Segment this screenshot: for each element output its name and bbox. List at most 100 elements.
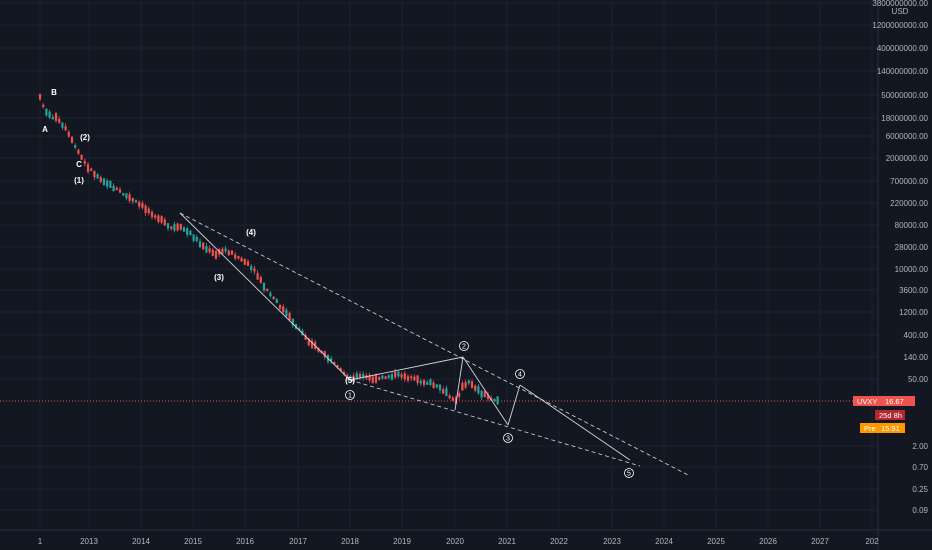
candle-body — [483, 391, 486, 398]
last-price-value: 16.67 — [885, 397, 904, 406]
wave-primary-label: (5) — [345, 376, 355, 385]
last-price-badge — [853, 396, 915, 406]
candle-body — [474, 385, 477, 391]
y-tick-label: 0.25 — [912, 485, 928, 494]
candle-body — [307, 338, 310, 346]
candle-body — [269, 292, 272, 297]
candle-body — [109, 180, 112, 188]
candle-body — [358, 374, 362, 378]
prev-close-value: 15.91 — [881, 424, 900, 433]
candle-body — [342, 372, 346, 375]
candle-body — [349, 376, 352, 379]
candle-body — [74, 145, 77, 148]
candle-body — [419, 380, 422, 384]
candle-body — [397, 371, 400, 377]
candle-body — [240, 257, 243, 262]
candle-body — [42, 104, 45, 108]
candle-body — [166, 223, 170, 229]
candle-body — [429, 379, 432, 385]
wave-line — [519, 384, 631, 461]
candle-body — [445, 388, 448, 397]
candle-body — [70, 136, 74, 143]
candle-body — [131, 197, 134, 202]
wave-primary-label: (3) — [214, 273, 224, 282]
y-tick-label: 10000.00 — [895, 265, 929, 274]
wave-line — [454, 356, 464, 411]
candle-body — [323, 351, 326, 357]
y-tick-label: 50.00 — [908, 375, 929, 384]
candle-body — [304, 335, 307, 340]
candle-body — [230, 250, 234, 255]
candle-body — [182, 227, 186, 232]
candle-body — [416, 375, 419, 384]
wave-circle-marker — [459, 341, 469, 351]
candle-body — [234, 254, 237, 259]
candle-body — [317, 347, 320, 352]
elliott-wave-labels: A B C (1) (2) (3) (4) (5) 1 2 3 4 5 — [42, 88, 634, 478]
y-tick-label: 700000.00 — [890, 177, 928, 186]
candle-body — [330, 358, 333, 362]
candle-body — [362, 373, 365, 378]
x-tick-label: 2018 — [341, 537, 359, 546]
candle-body — [160, 216, 163, 223]
candle-body — [64, 126, 67, 131]
wave-line — [507, 384, 521, 426]
candle-body — [154, 215, 157, 218]
x-tick-label: 2016 — [236, 537, 254, 546]
candle-body — [250, 266, 253, 270]
y-tick-label: 0.70 — [912, 463, 928, 472]
candle-body — [115, 187, 118, 191]
candle-body — [262, 282, 266, 291]
candle-body — [51, 116, 54, 120]
prev-close-badge — [860, 423, 905, 433]
wave-circle-marker — [515, 369, 525, 379]
y-tick-label: 220000.00 — [890, 199, 928, 208]
candle-body — [390, 374, 394, 380]
candle-body — [352, 375, 355, 383]
y-tick-label: 3600.00 — [899, 286, 928, 295]
y-tick-label: 140000000.00 — [877, 67, 929, 76]
candle-body — [374, 374, 378, 383]
y-tick-label: 2.00 — [912, 442, 928, 451]
candle-body — [195, 236, 198, 242]
x-tick-label: 2026 — [759, 537, 777, 546]
candle-body — [150, 211, 154, 218]
wave-trendlines — [179, 212, 691, 477]
x-tick-label: 2013 — [80, 537, 98, 546]
candle-body — [198, 241, 202, 248]
candle-body — [394, 371, 397, 378]
wave-line — [349, 356, 464, 381]
y-axis[interactable]: USD 3800000000.00 1200000000.00 400000000.… — [872, 0, 928, 515]
wave-letter-label: A — [42, 125, 48, 134]
candle-body — [294, 323, 298, 329]
candle-body — [333, 361, 336, 364]
candle-body — [384, 376, 387, 380]
candle-body — [221, 248, 224, 254]
candle-body — [61, 122, 64, 128]
candle-body — [128, 194, 131, 201]
y-tick-label: 1200.00 — [899, 308, 928, 317]
channel-line — [349, 379, 641, 467]
wave-circled-label: 5 — [627, 471, 631, 478]
candle-body — [406, 376, 410, 381]
last-price-symbol: UVXY — [857, 397, 877, 406]
candle-body — [96, 174, 99, 179]
candle-body — [45, 108, 48, 116]
candle-body — [118, 189, 122, 193]
y-tick-label: 400.00 — [904, 331, 929, 340]
candle-body — [237, 256, 240, 259]
candle-body — [243, 258, 246, 265]
wave-circled-label: 2 — [462, 344, 466, 351]
candle-body — [458, 393, 461, 397]
wave-primary-label: (4) — [246, 228, 256, 237]
candle-body — [179, 224, 182, 230]
candle-body — [77, 149, 80, 154]
candle-body — [467, 380, 470, 384]
wave-primary-label: (2) — [80, 133, 90, 142]
candle-body — [278, 305, 282, 309]
candle-body — [176, 223, 179, 231]
y-tick-label: 50000000.00 — [881, 91, 928, 100]
x-tick-label: 2014 — [132, 537, 150, 546]
candle-body — [336, 365, 339, 368]
